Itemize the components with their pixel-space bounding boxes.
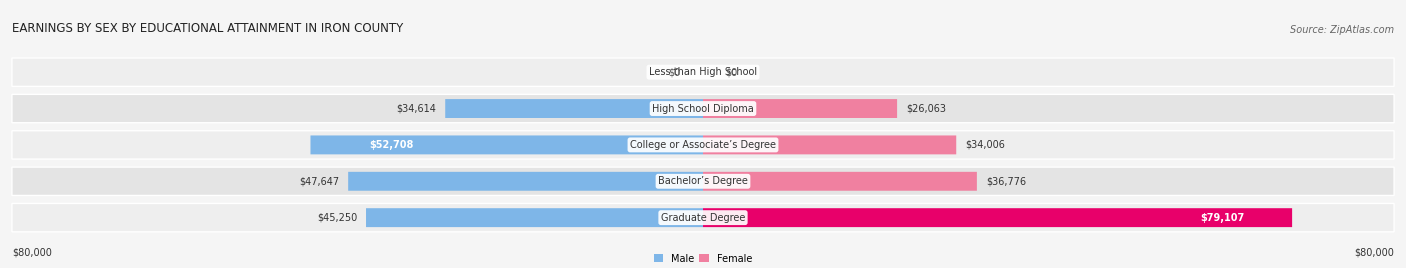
Text: $47,647: $47,647 — [299, 176, 339, 186]
FancyBboxPatch shape — [11, 203, 1395, 232]
FancyBboxPatch shape — [366, 208, 703, 227]
Text: $80,000: $80,000 — [11, 247, 52, 258]
Text: $36,776: $36,776 — [986, 176, 1026, 186]
Text: $52,708: $52,708 — [370, 140, 413, 150]
Legend: Male, Female: Male, Female — [650, 250, 756, 268]
Text: Bachelor’s Degree: Bachelor’s Degree — [658, 176, 748, 186]
FancyBboxPatch shape — [11, 167, 1395, 195]
Text: Graduate Degree: Graduate Degree — [661, 213, 745, 223]
FancyBboxPatch shape — [446, 99, 703, 118]
Text: $26,063: $26,063 — [905, 103, 946, 114]
FancyBboxPatch shape — [311, 135, 703, 154]
FancyBboxPatch shape — [703, 135, 956, 154]
Text: Source: ZipAtlas.com: Source: ZipAtlas.com — [1289, 25, 1395, 35]
Text: High School Diploma: High School Diploma — [652, 103, 754, 114]
FancyBboxPatch shape — [703, 208, 1292, 227]
FancyBboxPatch shape — [349, 172, 703, 191]
FancyBboxPatch shape — [11, 131, 1395, 159]
FancyBboxPatch shape — [11, 58, 1395, 86]
Text: $79,107: $79,107 — [1201, 213, 1244, 223]
FancyBboxPatch shape — [11, 94, 1395, 123]
Text: $0: $0 — [668, 67, 681, 77]
FancyBboxPatch shape — [703, 172, 977, 191]
Text: $34,006: $34,006 — [965, 140, 1005, 150]
Text: $0: $0 — [725, 67, 738, 77]
Text: College or Associate’s Degree: College or Associate’s Degree — [630, 140, 776, 150]
Text: $80,000: $80,000 — [1354, 247, 1395, 258]
Text: $34,614: $34,614 — [396, 103, 436, 114]
Text: Less than High School: Less than High School — [650, 67, 756, 77]
Text: $45,250: $45,250 — [316, 213, 357, 223]
FancyBboxPatch shape — [703, 99, 897, 118]
Text: EARNINGS BY SEX BY EDUCATIONAL ATTAINMENT IN IRON COUNTY: EARNINGS BY SEX BY EDUCATIONAL ATTAINMEN… — [11, 22, 404, 35]
